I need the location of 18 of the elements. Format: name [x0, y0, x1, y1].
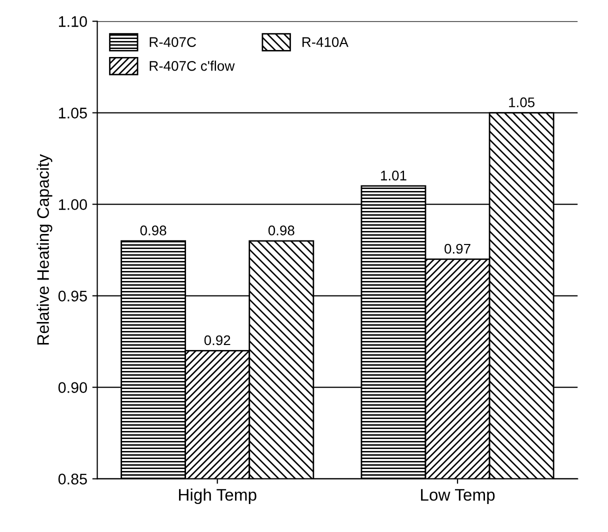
x-tick-label: High Temp — [179, 488, 256, 504]
data-label: 0.97 — [444, 244, 470, 254]
data-label: 0.98 — [268, 226, 294, 236]
y-axis-title: Relative Heating Capacity — [36, 154, 52, 345]
y-tick-label: 0.95 — [58, 290, 87, 302]
data-label: 1.05 — [509, 97, 534, 108]
y-tick-label: 1.05 — [58, 108, 87, 118]
y-tick-label: 0.90 — [58, 382, 87, 393]
data-label: 0.92 — [204, 335, 230, 346]
legend-label: R-410A — [302, 37, 348, 47]
x-tick-label: Low Temp — [421, 489, 495, 504]
y-tick-label: 0.85 — [58, 474, 87, 484]
y-tick-label: 1.10 — [58, 16, 87, 27]
legend-label: R-407C — [150, 37, 196, 47]
data-label: 0.98 — [140, 226, 166, 236]
data-label: 1.01 — [381, 170, 406, 180]
legend-label: R-407C c'flow — [150, 60, 235, 71]
y-tick-label: 1.00 — [58, 199, 87, 210]
